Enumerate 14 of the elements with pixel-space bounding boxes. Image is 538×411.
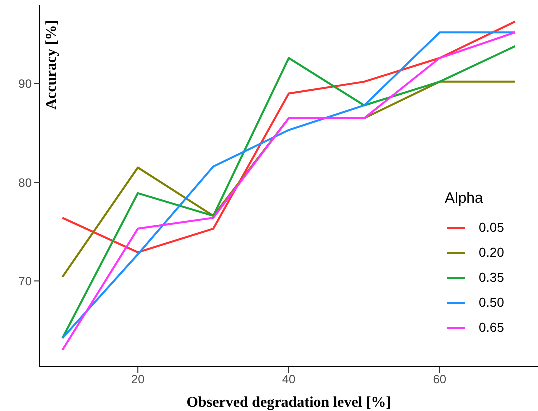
- y-tick-label: 80: [18, 176, 32, 190]
- legend-label: 0.35: [479, 270, 504, 285]
- legend-label: 0.50: [479, 295, 504, 310]
- x-tick-label: 40: [282, 372, 296, 387]
- legend-label: 0.05: [479, 220, 504, 235]
- legend-label: 0.20: [479, 245, 504, 260]
- y-tick-label: 70: [18, 274, 32, 288]
- x-axis-title: Observed degradation level [%]: [186, 395, 392, 411]
- x-tick-label: 20: [131, 372, 146, 387]
- legend-label: 0.65: [479, 320, 504, 335]
- y-axis-title: Accuracy [%]: [44, 20, 60, 110]
- y-tick-label: 90: [18, 77, 32, 92]
- x-tick-label: 60: [433, 372, 447, 387]
- legend-title: Alpha: [445, 190, 484, 207]
